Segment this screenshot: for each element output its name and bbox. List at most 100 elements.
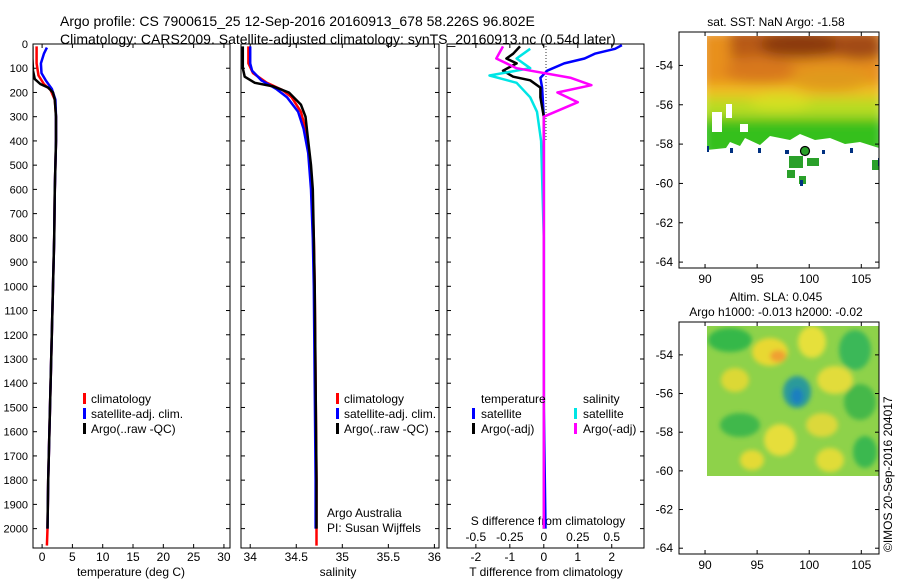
- argo-position-marker: [799, 145, 811, 157]
- series-line-s-satellite: [488, 47, 546, 529]
- legend-swatch-t-argo: [472, 423, 475, 434]
- depth-tick-label: 1200: [4, 330, 28, 342]
- map-y-tick-label: -56: [656, 98, 674, 112]
- sla-map: [678, 321, 880, 555]
- depth-tick-label: 1500: [4, 402, 28, 414]
- depth-tick-label: 1000: [4, 281, 28, 293]
- temperature-series: [33, 46, 58, 546]
- figure-title-line1: Argo profile: CS 7900615_25 12-Sep-2016 …: [60, 13, 535, 29]
- x-tick-label: -2: [471, 550, 482, 564]
- legend-swatch-satellite: [336, 408, 339, 419]
- x-tick-label: 25: [187, 550, 201, 564]
- temperature-legend: climatology satellite-adj. clim. Argo(..…: [83, 392, 183, 436]
- map-x-tick-label: 105: [851, 272, 871, 286]
- x-tick-label: 30: [217, 550, 231, 564]
- salinity-panel: [240, 43, 440, 549]
- x-tick-label: 20: [157, 550, 171, 564]
- temperature-xlabel: temperature (deg C): [77, 565, 185, 579]
- map-y-tick-label: -54: [656, 58, 674, 72]
- legend-group-temperature: temperature: [481, 392, 546, 406]
- x-tick-label: 0: [39, 550, 46, 564]
- legend-label-climatology: climatology: [344, 392, 404, 406]
- x-tick-label: -0.25: [496, 530, 524, 544]
- x-tick-label: 35.5: [377, 550, 401, 564]
- map-x-tick-label: 100: [799, 272, 819, 286]
- legend-label-climatology: climatology: [91, 392, 151, 406]
- series-line-argo-raw-qc: [33, 46, 58, 529]
- sst-map: [678, 31, 880, 269]
- salinity-legend: climatology satellite-adj. clim. Argo(..…: [336, 392, 436, 436]
- depth-tick-label: 1300: [4, 354, 28, 366]
- depth-axis: 0 100 200 300 400 500 600 700 800 900 1000 1100 1200…: [4, 39, 644, 536]
- sst-map-axes: -54 -56 -58 -60 -62 -64 90 95 100 105: [656, 32, 879, 286]
- credit-line2: PI: Susan Wijffels: [327, 521, 421, 535]
- difference-series: [488, 44, 623, 529]
- x-tick-label: 34: [244, 550, 258, 564]
- depth-tick-label: 700: [10, 209, 28, 221]
- salinity-x-axis: 34 34.5 35 35.5 36: [244, 44, 442, 564]
- map-y-tick-label: -58: [656, 425, 674, 439]
- x-tick-label: 5: [69, 550, 76, 564]
- sst-map-title: sat. SST: NaN Argo: -1.58: [707, 15, 845, 29]
- depth-tick-label: 200: [10, 87, 28, 99]
- depth-tick-label: 1700: [4, 451, 28, 463]
- depth-tick-label: 1800: [4, 475, 28, 487]
- legend-label-argo: Argo(..raw -QC): [344, 422, 429, 436]
- legend-group-salinity: salinity: [583, 392, 620, 406]
- x-tick-label: 0: [540, 530, 547, 544]
- depth-tick-label: 0: [22, 39, 28, 51]
- x-tick-label: 36: [428, 550, 442, 564]
- figure-title-line2: Climatology: CARS2009. Satellite-adjuste…: [60, 31, 616, 47]
- depth-tick-label: 300: [10, 112, 28, 124]
- depth-tick-label: 1900: [4, 499, 28, 511]
- legend-label-s-satellite: satellite: [583, 407, 624, 421]
- depth-tick-label: 500: [10, 160, 28, 172]
- legend-label-t-argo: Argo(-adj): [481, 422, 534, 436]
- legend-swatch-s-satellite: [574, 408, 577, 419]
- legend-label-satellite: satellite-adj. clim.: [91, 407, 183, 421]
- legend-swatch-climatology: [336, 393, 339, 404]
- x-tick-label: 0.25: [566, 530, 590, 544]
- legend-label-t-satellite: satellite: [481, 407, 522, 421]
- depth-tick-label: 100: [10, 63, 28, 75]
- legend-label-satellite: satellite-adj. clim.: [344, 407, 436, 421]
- temperature-panel: [32, 43, 231, 549]
- sla-heatmap: [707, 326, 879, 476]
- map-y-tick-label: -60: [656, 464, 674, 478]
- x-tick-label: 34.5: [285, 550, 309, 564]
- x-tick-label: 15: [126, 550, 140, 564]
- depth-tick-label: 1600: [4, 427, 28, 439]
- difference-panel: [446, 43, 645, 549]
- map-y-tick-label: -64: [656, 255, 674, 269]
- depth-tick-label: 1400: [4, 378, 28, 390]
- map-x-tick-label: 95: [750, 558, 764, 572]
- sla-map-title-line1: Altim. SLA: 0.045: [730, 290, 823, 304]
- legend-swatch-s-argo: [574, 423, 577, 434]
- watermark: ©IMOS 20-Sep-2016 204017: [881, 396, 895, 552]
- sst-mask: [707, 104, 879, 160]
- x-tick-label: 10: [96, 550, 110, 564]
- x-tick-label: 0.5: [603, 530, 620, 544]
- map-x-tick-label: 95: [750, 272, 764, 286]
- map-y-tick-label: -56: [656, 387, 674, 401]
- x-tick-label: 2: [608, 550, 615, 564]
- t-difference-xlabel: T difference from climatology: [469, 565, 623, 579]
- salinity-xlabel: salinity: [320, 565, 357, 579]
- map-y-tick-label: -62: [656, 216, 674, 230]
- map-y-tick-label: -58: [656, 137, 674, 151]
- salinity-series: [241, 46, 318, 546]
- depth-tick-label: 600: [10, 184, 28, 196]
- x-tick-label: 35: [336, 550, 350, 564]
- x-tick-label: 0: [540, 550, 547, 564]
- sla-map-axes: -54 -56 -58 -60 -62 -64 90 95 100 105: [656, 322, 879, 572]
- difference-legend: temperature salinity satellite Argo(-adj…: [472, 392, 636, 436]
- map-x-tick-label: 90: [698, 272, 712, 286]
- map-y-tick-label: -64: [656, 541, 674, 555]
- temperature-x-axis: 0 5 10 15 20 25 30: [39, 44, 231, 564]
- depth-tick-label: 400: [10, 136, 28, 148]
- legend-swatch-satellite: [83, 408, 86, 419]
- credit-line1: Argo Australia: [327, 506, 402, 520]
- map-y-tick-label: -62: [656, 503, 674, 517]
- sla-map-title-line2: Argo h1000: -0.013 h2000: -0.02: [689, 305, 863, 319]
